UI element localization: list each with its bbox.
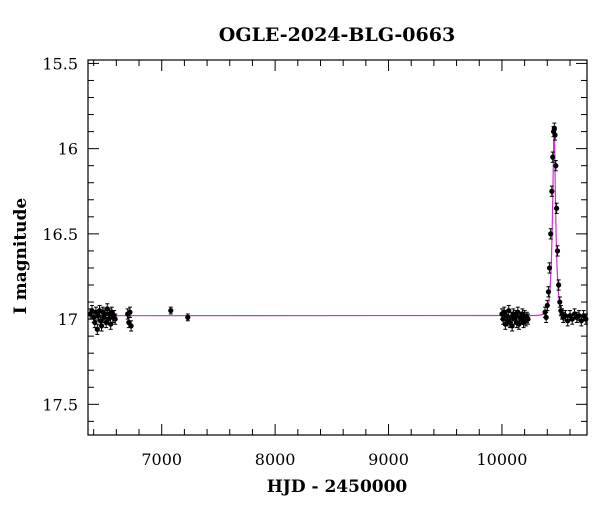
- data-point: [168, 306, 174, 315]
- data-point: [576, 310, 582, 322]
- point-marker: [556, 282, 562, 288]
- point-marker: [549, 188, 555, 194]
- point-marker: [94, 326, 100, 332]
- data-point: [128, 320, 134, 332]
- y-tick-label: 17: [58, 310, 78, 329]
- point-marker: [553, 163, 559, 169]
- data-point: [545, 286, 552, 298]
- chart-title: OGLE-2024-BLG-0663: [219, 24, 455, 46]
- data-point: [99, 320, 105, 332]
- point-marker: [557, 299, 563, 305]
- point-marker: [543, 314, 549, 320]
- y-tick-label: 17.5: [42, 395, 78, 414]
- point-marker: [583, 316, 589, 322]
- data-point: [554, 245, 561, 257]
- data-point: [548, 228, 554, 240]
- model-line: [87, 128, 588, 317]
- point-marker: [112, 316, 118, 322]
- point-marker: [545, 289, 552, 295]
- x-axis-label: HJD - 2450000: [267, 477, 408, 497]
- point-marker: [525, 316, 531, 322]
- data-point: [185, 313, 191, 322]
- data-point: [543, 311, 549, 323]
- point-marker: [104, 306, 110, 312]
- point-marker: [578, 318, 584, 324]
- data-point: [550, 151, 556, 163]
- point-marker: [548, 231, 554, 237]
- data-point: [552, 129, 558, 141]
- point-marker: [128, 323, 134, 329]
- data-point: [515, 306, 521, 318]
- point-marker: [515, 309, 521, 315]
- point-marker: [127, 309, 133, 315]
- point-marker: [546, 265, 553, 271]
- point-marker: [550, 154, 556, 160]
- x-tick-label: 7000: [141, 450, 182, 469]
- data-point: [112, 313, 118, 325]
- point-marker: [569, 316, 575, 322]
- point-marker: [102, 311, 108, 317]
- data-point: [94, 323, 100, 335]
- data-point: [553, 160, 559, 172]
- axis-ticks: [88, 60, 587, 435]
- model-curve: [87, 128, 588, 317]
- data-points: [87, 122, 589, 335]
- data-point: [554, 202, 560, 214]
- tick-labels: 7000 8000 9000 10000 15.5 16 16.5 17 17.5: [42, 54, 527, 469]
- point-marker: [576, 313, 582, 319]
- y-tick-label: 15.5: [42, 54, 78, 73]
- y-tick-label: 16: [58, 140, 78, 159]
- point-marker: [554, 248, 561, 254]
- point-marker: [99, 323, 105, 329]
- y-axis-label: I magnitude: [11, 198, 31, 315]
- point-marker: [168, 307, 174, 314]
- y-tick-label: 16.5: [42, 225, 78, 244]
- x-tick-label: 8000: [255, 450, 296, 469]
- data-point: [127, 306, 133, 318]
- data-point: [549, 185, 555, 197]
- point-marker: [544, 302, 550, 309]
- data-point: [544, 299, 550, 312]
- data-point: [556, 279, 562, 291]
- data-point: [525, 313, 531, 325]
- data-point: [578, 315, 584, 327]
- point-marker: [562, 313, 569, 319]
- point-marker: [554, 205, 560, 211]
- x-tick-label: 9000: [368, 450, 409, 469]
- x-tick-label: 10000: [476, 450, 527, 469]
- plot-frame: [87, 59, 588, 436]
- data-point: [546, 262, 553, 274]
- point-marker: [565, 318, 571, 324]
- point-marker: [552, 132, 558, 138]
- point-marker: [185, 314, 191, 320]
